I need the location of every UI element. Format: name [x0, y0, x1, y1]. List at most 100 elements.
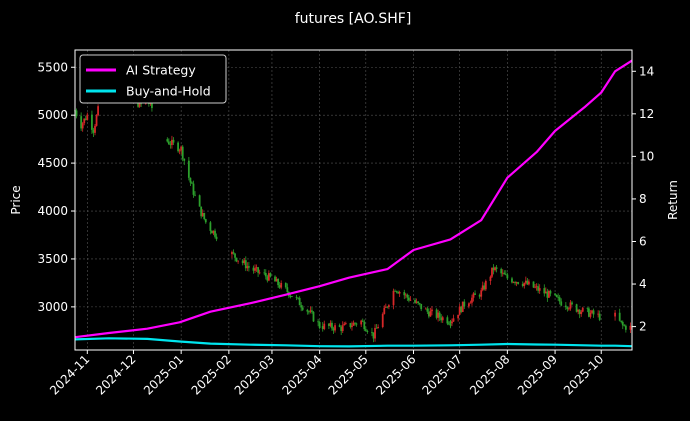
price-candle-body	[429, 311, 432, 317]
price-candle-body	[75, 110, 78, 117]
price-candle-body	[371, 331, 373, 333]
price-candle-body	[535, 286, 538, 288]
price-candle-body	[460, 306, 463, 312]
price-candle-body	[306, 309, 309, 312]
price-candle-body	[198, 195, 201, 207]
right-tick-label: 2	[639, 320, 647, 334]
price-candle-body	[468, 303, 470, 307]
price-candle-body	[614, 312, 616, 317]
legend-label-ai-strategy: AI Strategy	[126, 63, 196, 78]
price-candle-body	[620, 320, 623, 322]
price-candle-body	[81, 123, 84, 129]
price-candle-body	[452, 318, 455, 322]
price-candle-body	[341, 325, 344, 332]
price-candle-body	[232, 252, 235, 254]
price-candle-body	[469, 302, 472, 304]
left-tick-label: 3000	[37, 300, 68, 314]
price-candle-body	[472, 293, 475, 298]
price-candle-body	[409, 299, 412, 301]
price-candle-body	[384, 306, 387, 308]
left-tick-label: 5500	[37, 60, 68, 74]
price-candle-body	[327, 323, 330, 326]
price-candle-body	[504, 274, 507, 276]
price-candle-body	[351, 325, 353, 328]
price-candle-body	[364, 329, 367, 331]
legend-label-buy-and-hold: Buy-and-Hold	[126, 84, 211, 99]
price-candle-body	[338, 325, 341, 327]
left-axis-label: Price	[9, 185, 23, 214]
price-candle-body	[528, 281, 530, 285]
price-candle-body	[194, 194, 196, 196]
price-candle-body	[446, 317, 449, 324]
price-candle-body	[257, 267, 260, 273]
price-candle-body	[349, 323, 352, 328]
price-candle-body	[95, 115, 98, 126]
price-candle-body	[503, 272, 506, 275]
price-candle-body	[377, 326, 380, 329]
price-candle-body	[447, 323, 450, 325]
price-candle-body	[514, 282, 516, 284]
price-candle-body	[235, 257, 238, 262]
right-tick-label: 14	[639, 64, 654, 78]
price-candle-body	[500, 268, 503, 274]
price-candle-body	[495, 267, 498, 269]
price-candle-body	[172, 139, 175, 143]
price-candle-body	[312, 311, 315, 322]
price-candle-body	[331, 322, 333, 329]
price-candle-body	[289, 296, 292, 297]
price-candle-body	[544, 291, 547, 294]
left-y-axis: 3000 3500 4000 4500 5000 5500	[37, 60, 75, 314]
price-candle-body	[177, 142, 179, 152]
price-candle-body	[481, 285, 484, 291]
price-candle-body	[538, 288, 541, 291]
price-candle-body	[243, 260, 246, 264]
price-candle-body	[418, 303, 421, 304]
price-candle-body	[151, 101, 153, 109]
price-candle-body	[463, 301, 466, 307]
price-candle-body	[318, 322, 321, 328]
series-line-buy-and-hold	[74, 337, 633, 348]
price-candle-body	[83, 118, 86, 124]
price-candle-body	[554, 293, 556, 295]
price-candle-body	[395, 291, 398, 293]
price-candle-body	[212, 230, 215, 234]
price-candle-body	[241, 260, 244, 264]
price-candle-body	[297, 297, 300, 299]
price-candle-body	[407, 297, 410, 301]
price-candle-body	[597, 313, 600, 315]
price-candle-body	[97, 106, 99, 116]
price-candle-body	[343, 323, 346, 326]
price-candle-body	[321, 326, 324, 329]
price-candle-body	[295, 296, 298, 298]
price-candle-body	[201, 212, 204, 217]
plot-frame	[74, 49, 633, 351]
price-candle-body	[435, 309, 438, 318]
legend-box	[79, 54, 227, 104]
price-candle-body	[171, 139, 173, 145]
price-candle-body	[537, 286, 540, 291]
price-candle-body	[214, 230, 216, 237]
price-candle-body	[437, 312, 440, 318]
price-candle-body	[406, 294, 409, 298]
price-candle-body	[138, 102, 141, 107]
price-candle-body	[255, 267, 258, 269]
price-candle-body	[254, 268, 256, 271]
right-axis-label: Return	[666, 180, 680, 220]
price-candle-body	[461, 301, 464, 312]
series-lines	[74, 59, 633, 348]
price-candle-body	[284, 282, 287, 288]
price-candle-body	[323, 323, 326, 329]
price-candle-body	[534, 286, 536, 288]
price-candle-body	[394, 290, 396, 292]
price-candle-body	[267, 273, 270, 281]
price-candle-body	[340, 326, 343, 332]
price-candle-body	[543, 288, 546, 294]
price-candle-body	[564, 305, 567, 308]
price-candle-body	[441, 317, 444, 321]
price-candle-body	[280, 282, 283, 288]
price-candle-body	[580, 311, 583, 315]
price-candle-body	[204, 219, 207, 223]
price-candle-body	[189, 177, 192, 183]
price-candle-body	[191, 182, 193, 184]
